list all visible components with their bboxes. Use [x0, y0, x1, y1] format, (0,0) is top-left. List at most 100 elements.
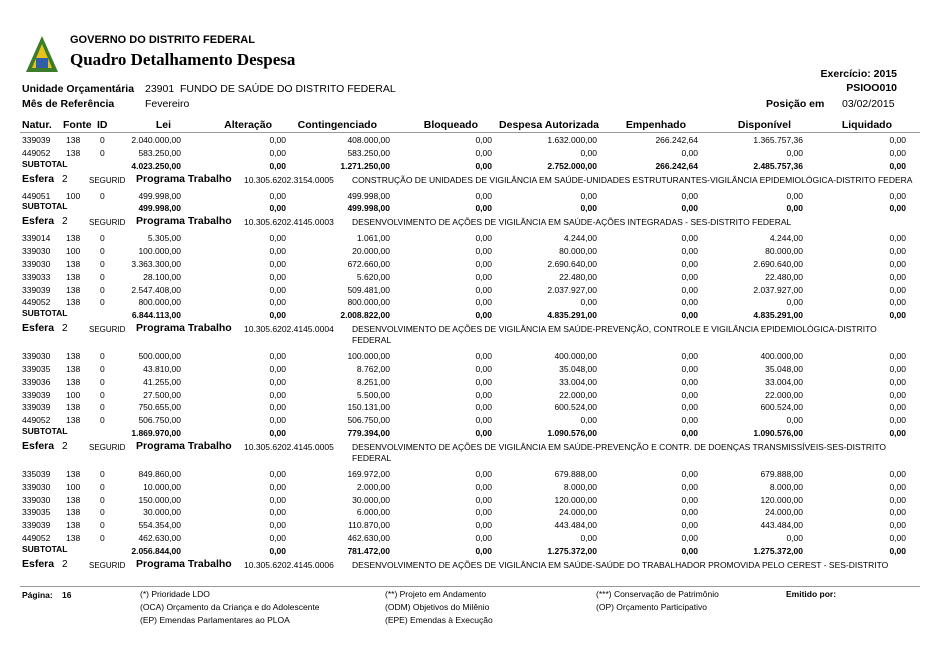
- subtotal-cell: 1.869.970,00: [131, 428, 181, 438]
- cell: 0,00: [475, 481, 492, 492]
- cell: 449052: [22, 533, 51, 543]
- subtotal-cell: 0,00: [889, 160, 906, 171]
- cell: 339030: [22, 351, 51, 362]
- subtotal-cell: 6.844.113,00: [131, 310, 181, 321]
- subtotal-cell: 0,00: [786, 203, 803, 214]
- cell: 800.000,00: [138, 297, 181, 308]
- cell: 0,00: [580, 297, 597, 308]
- cell: 0,00: [681, 389, 698, 400]
- cell: 339035: [22, 507, 51, 518]
- cell: 0,00: [889, 135, 906, 145]
- subtotal-cell: 0,00: [269, 428, 286, 438]
- esfera: 2: [62, 173, 68, 185]
- cell: 0,00: [889, 297, 906, 308]
- subtotal-cell: 0,00: [475, 428, 492, 438]
- cell: 0,00: [681, 351, 698, 362]
- cell: 27.500,00: [143, 389, 181, 400]
- cell: 0: [100, 402, 105, 413]
- cell: 8.000,00: [563, 481, 597, 492]
- cell: 0,00: [889, 190, 906, 201]
- column-header: ID: [97, 119, 108, 131]
- legend-note: (*) Prioridade LDO: [140, 589, 210, 599]
- cell: 0,00: [681, 402, 698, 413]
- cell: 554.354,00: [138, 520, 181, 531]
- cell: 339030: [22, 246, 51, 257]
- cell: 0,00: [681, 415, 698, 426]
- cell: 506.750,00: [347, 415, 390, 426]
- cell: 0,00: [475, 415, 492, 426]
- page-number: 16: [62, 590, 72, 600]
- unit-code: 23901: [145, 83, 175, 95]
- cell: 0,00: [475, 402, 492, 413]
- cell: 335039: [22, 469, 51, 479]
- cell: 0,00: [475, 135, 492, 145]
- cell: 138: [66, 271, 81, 282]
- cell: 0,00: [475, 533, 492, 543]
- cell: 24.000,00: [559, 507, 597, 518]
- government: GOVERNO DO DISTRITO FEDERAL: [70, 34, 255, 46]
- program-label: Programa Trabalho: [136, 440, 232, 452]
- cell: 0: [100, 233, 105, 244]
- cell: 0,00: [269, 507, 286, 518]
- cell: 0,00: [475, 147, 492, 158]
- cell: 0,00: [889, 246, 906, 257]
- cell: 0: [100, 376, 105, 387]
- cell: 2.037.927,00: [753, 284, 803, 295]
- legend-note: (EPE) Emendas à Execução: [385, 615, 493, 625]
- cell: 0,00: [889, 376, 906, 387]
- cell: 0,00: [889, 402, 906, 413]
- cell: 138: [66, 351, 81, 362]
- subtotal-cell: 4.023.250,00: [131, 160, 181, 171]
- cell: 0: [100, 246, 105, 257]
- esfera-label: Esfera: [22, 172, 55, 185]
- cell: 35.048,00: [765, 364, 803, 374]
- cell: 0,00: [681, 364, 698, 374]
- cell: 0: [100, 271, 105, 282]
- cell: 0,00: [580, 415, 597, 426]
- subtotal-cell: 1.275.372,00: [547, 545, 597, 556]
- sphere: SEGURID: [89, 443, 126, 452]
- column-header: Contingenciado: [297, 119, 377, 131]
- cell: 138: [66, 494, 81, 505]
- cell: 339039: [22, 284, 51, 295]
- cell: 150.000,00: [138, 494, 181, 505]
- subtotal-cell: 2.008.822,00: [340, 310, 390, 321]
- esfera-label: Esfera: [22, 440, 55, 452]
- cell: 0: [100, 190, 105, 201]
- subtotal-cell: 266.242,64: [655, 160, 698, 171]
- legend-note: (ODM) Objetivos do Milênio: [385, 602, 490, 612]
- cell: 0,00: [269, 376, 286, 387]
- program-label: Programa Trabalho: [136, 322, 232, 335]
- cell: 679.888,00: [554, 469, 597, 479]
- subtotal-cell: 0,00: [681, 545, 698, 556]
- cell: 0,00: [475, 389, 492, 400]
- cell: 0,00: [475, 520, 492, 531]
- cell: 0: [100, 259, 105, 269]
- cell: 0,00: [475, 297, 492, 308]
- program-label: Programa Trabalho: [136, 215, 232, 228]
- cell: 120.000,00: [554, 494, 597, 505]
- cell: 138: [66, 469, 81, 479]
- cell: 0,00: [580, 533, 597, 543]
- cell: 0: [100, 147, 105, 158]
- cell: 449051: [22, 190, 51, 201]
- cell: 100: [66, 246, 81, 257]
- cell: 100: [66, 481, 81, 492]
- cell: 449052: [22, 147, 51, 158]
- cell: 0: [100, 351, 105, 362]
- cell: 0,00: [269, 402, 286, 413]
- cell: 499.998,00: [138, 190, 181, 201]
- cell: 0,00: [681, 297, 698, 308]
- cell: 0,00: [269, 351, 286, 362]
- subtotal-label: SUBTOTAL: [22, 308, 68, 319]
- cell: 3.363.300,00: [131, 259, 181, 269]
- cell: 2.000,00: [356, 481, 390, 492]
- cell: 0,00: [269, 297, 286, 308]
- legend-note: (OP) Orçamento Participativo: [596, 602, 708, 612]
- cell: 10.000,00: [143, 481, 181, 492]
- page-label: Página:: [22, 590, 53, 600]
- subtotal-cell: 0,00: [889, 428, 906, 438]
- cell: 0: [100, 481, 105, 492]
- subtotal-cell: 0,00: [475, 160, 492, 171]
- cell: 500.000,00: [138, 351, 181, 362]
